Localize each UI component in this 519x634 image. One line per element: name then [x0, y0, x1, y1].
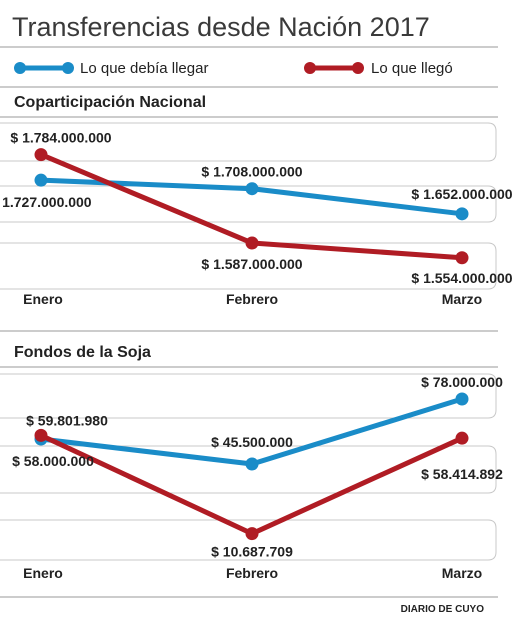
data-point-received-febrero	[245, 527, 259, 541]
data-point-expected-febrero	[245, 182, 259, 196]
x-tick-label-febrero: Febrero	[226, 291, 278, 307]
chart-panel-soja: Fondos de la Soja $ 58.000.000 $ 45.500.0…	[0, 344, 503, 581]
legend-dot-expected-start	[14, 62, 26, 74]
data-point-expected-enero	[34, 173, 48, 187]
legend-dot-received-end	[352, 62, 364, 74]
legend-label-received: Lo que llegó	[371, 60, 453, 77]
x-tick-label-febrero: Febrero	[226, 565, 278, 581]
label-layer-soja: $ 58.000.000 $ 45.500.000 $ 78.000.000 $ 59…	[12, 374, 503, 581]
data-point-expected-marzo	[455, 392, 469, 406]
grid-band-top-coparticipacion	[0, 122, 497, 162]
data-label-expected-marzo: $ 1.652.000.000	[411, 186, 512, 202]
legend-dot-received-start	[304, 62, 316, 74]
page-title: Transferencias desde Nación 2017	[12, 12, 430, 42]
x-tick-label-enero: Enero	[23, 565, 63, 581]
data-point-received-febrero	[245, 236, 259, 250]
legend-dot-expected-end	[62, 62, 74, 74]
legend-item-received: Lo que llegó	[304, 60, 453, 77]
series-layer-soja	[34, 392, 469, 541]
grid-band-bottom-soja	[0, 519, 497, 561]
chart-panel-coparticipacion: Coparticipación Nacional $ 1.727.000.000…	[0, 94, 513, 307]
grid-band-bottom-coparticipacion	[0, 242, 497, 290]
data-point-received-enero	[34, 148, 48, 162]
series-layer-coparticipacion	[34, 148, 469, 265]
legend-item-expected: Lo que debía llegar	[14, 60, 208, 77]
data-label-received-febrero: $ 1.587.000.000	[201, 256, 302, 272]
panel-title-soja: Fondos de la Soja	[14, 344, 151, 361]
x-tick-label-marzo: Marzo	[442, 565, 482, 581]
label-layer-coparticipacion: $ 1.727.000.000 $ 1.708.000.000 $ 1.652.00…	[0, 130, 513, 307]
data-label-received-enero: $ 1.784.000.000	[10, 130, 111, 146]
grid-band-top-soja	[0, 373, 497, 419]
data-label-received-marzo: $ 58.414.892	[421, 466, 503, 482]
legend-label-expected: Lo que debía llegar	[80, 60, 208, 77]
data-point-received-marzo	[455, 431, 469, 445]
data-label-expected-enero: $ 1.727.000.000	[0, 194, 92, 210]
data-label-received-febrero: $ 10.687.709	[211, 544, 293, 560]
series-line-expected	[40, 396, 463, 467]
grid-band-middle-coparticipacion	[0, 185, 497, 223]
data-label-expected-marzo: $ 78.000.000	[421, 374, 503, 390]
data-point-received-marzo	[455, 251, 469, 265]
data-point-received-enero	[34, 428, 48, 442]
panel-title-coparticipacion: Coparticipación Nacional	[14, 94, 206, 111]
data-label-received-marzo: $ 1.554.000.000	[411, 270, 512, 286]
legend: Lo que debía llegar Lo que llegó	[14, 60, 453, 77]
x-tick-label-marzo: Marzo	[442, 291, 482, 307]
series-line-received	[39, 433, 464, 537]
grid-band-middle-soja	[0, 445, 497, 494]
data-label-expected-febrero: $ 1.708.000.000	[201, 164, 302, 180]
data-point-expected-marzo	[455, 207, 469, 221]
data-label-expected-enero: $ 58.000.000	[12, 453, 94, 469]
source-credit: DIARIO DE CUYO	[401, 604, 485, 615]
data-point-expected-febrero	[245, 457, 259, 471]
data-label-expected-febrero: $ 45.500.000	[211, 434, 293, 450]
data-label-received-enero: $ 59.801.980	[26, 412, 108, 428]
x-tick-label-enero: Enero	[23, 291, 63, 307]
